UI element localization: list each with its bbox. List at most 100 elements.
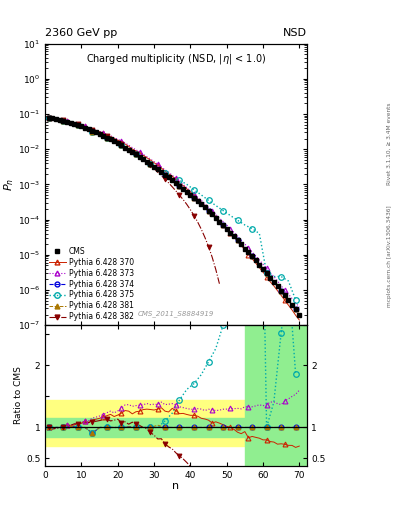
Pythia 6.428 370 bbox=[192, 192, 196, 198]
Pythia 6.428 375 bbox=[148, 161, 153, 167]
Pythia 6.428 373 bbox=[192, 191, 196, 197]
Pythia 6.428 374 bbox=[90, 129, 95, 135]
Pythia 6.428 370 bbox=[283, 297, 287, 303]
Pythia 6.428 373 bbox=[210, 207, 215, 214]
Pythia 6.428 381 bbox=[279, 288, 283, 294]
Pythia 6.428 374 bbox=[221, 222, 226, 228]
Pythia 6.428 382 bbox=[192, 212, 196, 219]
Pythia 6.428 381 bbox=[148, 161, 153, 167]
Pythia 6.428 381 bbox=[119, 142, 124, 148]
Pythia 6.428 381 bbox=[46, 115, 51, 121]
Pythia 6.428 373 bbox=[83, 123, 88, 130]
Pythia 6.428 381 bbox=[105, 135, 109, 141]
Legend: CMS, Pythia 6.428 370, Pythia 6.428 373, Pythia 6.428 374, Pythia 6.428 375, Pyt: CMS, Pythia 6.428 370, Pythia 6.428 373,… bbox=[48, 245, 136, 323]
Pythia 6.428 375 bbox=[235, 217, 240, 223]
Pythia 6.428 375 bbox=[90, 129, 95, 135]
Line: Pythia 6.428 382: Pythia 6.428 382 bbox=[46, 115, 211, 249]
Pythia 6.428 382 bbox=[163, 176, 167, 182]
Pythia 6.428 373 bbox=[137, 149, 142, 155]
Pythia 6.428 370 bbox=[264, 273, 269, 280]
CMS bbox=[261, 266, 265, 272]
Pythia 6.428 375 bbox=[105, 135, 109, 141]
Pythia 6.428 370 bbox=[174, 176, 178, 182]
Pythia 6.428 370 bbox=[246, 251, 251, 258]
Pythia 6.428 381 bbox=[61, 117, 66, 123]
Pythia 6.428 374 bbox=[279, 288, 283, 294]
Pythia 6.428 374 bbox=[264, 270, 269, 276]
Text: NSD: NSD bbox=[283, 28, 307, 38]
Bar bbox=[245, 325, 307, 466]
Pythia 6.428 375 bbox=[221, 207, 226, 214]
Line: Pythia 6.428 373: Pythia 6.428 373 bbox=[46, 115, 287, 292]
CMS bbox=[184, 188, 189, 195]
Text: Charged multiplicity (NSD, $|\eta|$ < 1.0): Charged multiplicity (NSD, $|\eta|$ < 1.… bbox=[86, 52, 266, 66]
Pythia 6.428 381 bbox=[293, 306, 298, 312]
Pythia 6.428 374 bbox=[235, 237, 240, 243]
Pythia 6.428 381 bbox=[192, 195, 196, 201]
Pythia 6.428 381 bbox=[177, 183, 182, 189]
Pythia 6.428 374 bbox=[163, 172, 167, 178]
Pythia 6.428 381 bbox=[134, 151, 138, 157]
Pythia 6.428 381 bbox=[75, 122, 80, 128]
Pythia 6.428 381 bbox=[90, 129, 95, 135]
Pythia 6.428 381 bbox=[235, 237, 240, 243]
Pythia 6.428 382 bbox=[105, 133, 109, 139]
Pythia 6.428 382 bbox=[75, 121, 80, 127]
Pythia 6.428 382 bbox=[134, 151, 138, 157]
Pythia 6.428 370 bbox=[228, 230, 233, 236]
Pythia 6.428 374 bbox=[206, 208, 211, 215]
Pythia 6.428 374 bbox=[293, 306, 298, 312]
Pythia 6.428 381 bbox=[264, 270, 269, 276]
Pythia 6.428 373 bbox=[155, 161, 160, 167]
Pythia 6.428 374 bbox=[61, 117, 66, 123]
Pythia 6.428 375 bbox=[250, 226, 254, 232]
Y-axis label: $P_n$: $P_n$ bbox=[3, 178, 17, 191]
Pythia 6.428 382 bbox=[206, 244, 211, 250]
Pythia 6.428 373 bbox=[46, 115, 51, 121]
Pythia 6.428 381 bbox=[206, 208, 211, 215]
Pythia 6.428 375 bbox=[177, 177, 182, 183]
Pythia 6.428 382 bbox=[90, 126, 95, 133]
Pythia 6.428 370 bbox=[64, 118, 69, 124]
Pythia 6.428 373 bbox=[119, 138, 124, 144]
Line: Pythia 6.428 370: Pythia 6.428 370 bbox=[46, 115, 287, 303]
Pythia 6.428 374 bbox=[75, 122, 80, 128]
Pythia 6.428 374 bbox=[119, 142, 124, 148]
Pythia 6.428 373 bbox=[101, 130, 106, 136]
Pythia 6.428 381 bbox=[221, 222, 226, 228]
CMS bbox=[297, 311, 302, 317]
Pythia 6.428 375 bbox=[134, 151, 138, 157]
CMS bbox=[105, 135, 109, 141]
Pythia 6.428 375 bbox=[61, 117, 66, 123]
Pythia 6.428 375 bbox=[279, 273, 283, 280]
Pythia 6.428 374 bbox=[177, 183, 182, 189]
CMS bbox=[46, 115, 51, 121]
Y-axis label: Ratio to CMS: Ratio to CMS bbox=[14, 367, 23, 424]
Line: Pythia 6.428 381: Pythia 6.428 381 bbox=[46, 115, 298, 312]
Pythia 6.428 374 bbox=[192, 195, 196, 201]
Text: mcplots.cern.ch [arXiv:1306.3436]: mcplots.cern.ch [arXiv:1306.3436] bbox=[387, 205, 392, 307]
Pythia 6.428 370 bbox=[155, 162, 160, 168]
Pythia 6.428 373 bbox=[264, 265, 269, 271]
Pythia 6.428 374 bbox=[148, 161, 153, 167]
Pythia 6.428 375 bbox=[119, 142, 124, 148]
Pythia 6.428 375 bbox=[163, 170, 167, 176]
CMS bbox=[112, 138, 116, 144]
CMS bbox=[123, 144, 127, 151]
Pythia 6.428 370 bbox=[137, 150, 142, 156]
Pythia 6.428 375 bbox=[46, 115, 51, 121]
CMS bbox=[257, 262, 262, 268]
Pythia 6.428 370 bbox=[46, 114, 51, 120]
Pythia 6.428 375 bbox=[206, 197, 211, 203]
Pythia 6.428 382 bbox=[61, 117, 66, 123]
Line: Pythia 6.428 375: Pythia 6.428 375 bbox=[46, 115, 298, 303]
Line: Pythia 6.428 374: Pythia 6.428 374 bbox=[46, 115, 298, 312]
Pythia 6.428 370 bbox=[83, 123, 88, 130]
Pythia 6.428 373 bbox=[228, 226, 233, 232]
Pythia 6.428 382 bbox=[119, 141, 124, 147]
Text: Rivet 3.1.10, ≥ 3.4M events: Rivet 3.1.10, ≥ 3.4M events bbox=[387, 102, 392, 185]
Pythia 6.428 370 bbox=[210, 210, 215, 217]
Pythia 6.428 382 bbox=[177, 192, 182, 198]
Pythia 6.428 370 bbox=[101, 131, 106, 137]
Pythia 6.428 374 bbox=[134, 151, 138, 157]
